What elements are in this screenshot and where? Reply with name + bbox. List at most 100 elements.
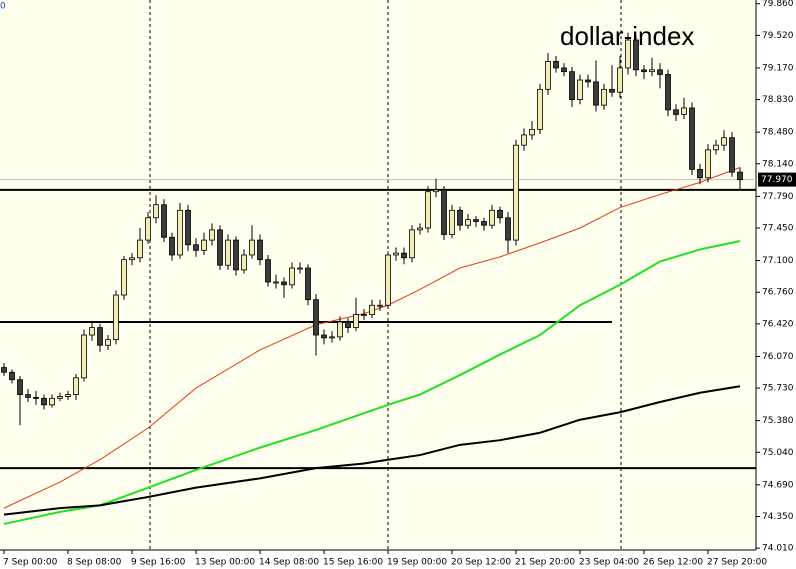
candle-body — [553, 61, 559, 69]
candle-body — [457, 209, 463, 226]
x-tick-label: 19 Sep 00:00 — [387, 558, 447, 568]
candle-body — [145, 217, 151, 241]
y-tick-label: 77.100 — [762, 256, 794, 266]
y-tick-label: 79.520 — [762, 31, 794, 41]
candle-body — [393, 252, 399, 256]
candle-body — [65, 394, 71, 397]
x-tick-label: 20 Sep 12:00 — [451, 558, 511, 568]
y-tick-label: 79.860 — [762, 0, 794, 9]
candle-body — [89, 327, 95, 336]
candle-body — [345, 321, 351, 328]
candle-body — [241, 254, 247, 271]
candle-body — [649, 69, 655, 73]
candle-body — [641, 69, 647, 73]
candle-body — [473, 219, 479, 222]
candle-body — [625, 39, 631, 69]
candle-body — [545, 61, 551, 90]
candle-body — [593, 81, 599, 106]
candle-body — [97, 327, 103, 346]
candle-body — [161, 204, 167, 238]
candle-body — [73, 377, 79, 395]
x-tick-label: 13 Sep 00:00 — [195, 558, 255, 568]
candle-body — [497, 209, 503, 219]
candle-body — [81, 334, 87, 379]
y-tick-label: 78.480 — [762, 128, 794, 138]
candle-body — [329, 336, 335, 339]
x-tick-label: 26 Sep 12:00 — [643, 558, 703, 568]
candle-body — [25, 394, 31, 398]
candle-body — [697, 168, 703, 179]
candle-body — [337, 321, 343, 338]
candle-body — [153, 204, 159, 219]
candle-body — [665, 74, 671, 111]
y-tick-label: 76.420 — [762, 319, 794, 329]
candle-body — [217, 229, 223, 266]
x-tick-label: 27 Sep 20:00 — [707, 558, 767, 568]
candle-body — [681, 107, 687, 115]
candle-body — [177, 209, 183, 256]
candle-body — [273, 281, 279, 284]
candle-body — [537, 88, 543, 130]
candle-body — [385, 254, 391, 306]
candle-body — [633, 39, 639, 71]
candle-body — [105, 339, 111, 346]
candle-body — [713, 144, 719, 151]
candle-body — [401, 252, 407, 259]
candle-body — [409, 229, 415, 259]
candle-body — [601, 88, 607, 106]
x-tick-label: 21 Sep 20:00 — [515, 558, 575, 568]
y-tick-label: 76.760 — [762, 288, 794, 298]
candle-body — [225, 239, 231, 266]
candle-body — [481, 221, 487, 226]
candle-body — [249, 239, 255, 256]
candle-body — [121, 259, 127, 296]
y-tick-label: 77.790 — [762, 192, 794, 202]
candle-body — [577, 79, 583, 100]
candle-body — [737, 171, 743, 181]
y-tick-label: 75.380 — [762, 416, 794, 426]
y-tick-label: 76.070 — [762, 352, 794, 362]
x-tick-label: 7 Sep 00:00 — [3, 558, 58, 568]
candle-body — [449, 209, 455, 235]
candle-body — [321, 334, 327, 339]
y-tick-label: 78.830 — [762, 95, 794, 105]
candle-body — [705, 149, 711, 179]
y-tick-label: 78.140 — [762, 159, 794, 169]
candle-body — [169, 236, 175, 256]
candle-body — [33, 396, 39, 399]
candle-body — [201, 239, 207, 251]
candle-body — [289, 267, 295, 286]
candle-body — [689, 107, 695, 170]
candle-body — [529, 128, 535, 136]
candle-body — [9, 371, 15, 381]
candle-body — [657, 69, 663, 75]
moving-average — [3, 385, 741, 516]
candle-body — [521, 134, 527, 146]
candle-body — [441, 189, 447, 235]
candle-body — [361, 314, 367, 316]
y-tick-label: 74.350 — [762, 512, 794, 522]
candle-body — [193, 244, 199, 251]
last-price-label: 77.970 — [761, 175, 793, 185]
candle-body — [57, 396, 63, 399]
candle-body — [233, 239, 239, 271]
x-tick-label: 14 Sep 08:00 — [259, 558, 319, 568]
candle-body — [265, 259, 271, 283]
candle-body — [617, 67, 623, 93]
y-tick-label: 74.010 — [762, 544, 794, 554]
candle-body — [721, 137, 727, 146]
corner-label: 0 — [0, 2, 6, 12]
candle-body — [585, 79, 591, 83]
candle-body — [353, 314, 359, 328]
candle-body — [513, 144, 519, 241]
candle-body — [433, 189, 439, 193]
x-tick-label: 9 Sep 16:00 — [131, 558, 186, 568]
candle-body — [673, 109, 679, 115]
y-tick-label: 74.690 — [762, 480, 794, 490]
candle-body — [417, 227, 423, 231]
candle-body — [569, 71, 575, 100]
y-tick-label: 75.730 — [762, 384, 794, 394]
x-tick-label: 8 Sep 08:00 — [67, 558, 122, 568]
candle-body — [609, 88, 615, 93]
